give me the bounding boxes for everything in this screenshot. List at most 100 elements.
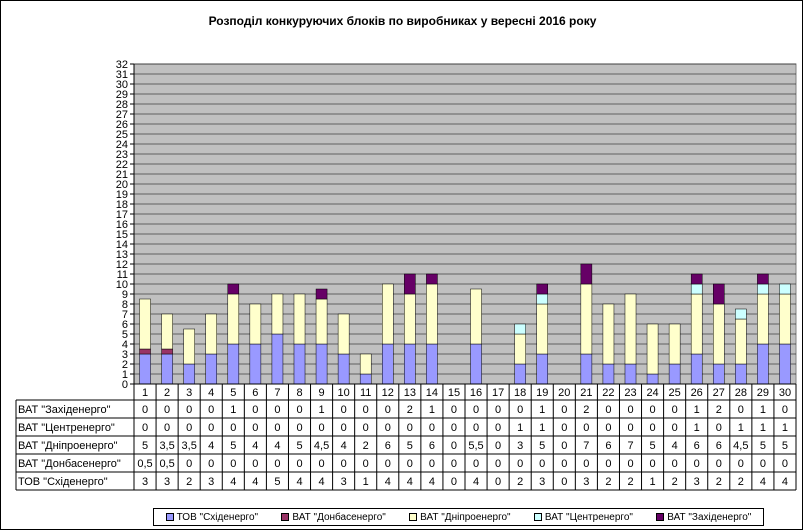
table-cell: 0 — [385, 422, 391, 434]
y-tick-label: 24 — [116, 139, 128, 151]
table-cell: 4 — [296, 476, 302, 488]
legend-swatch — [533, 513, 542, 521]
bar-segment — [536, 293, 549, 305]
table-cell: 4 — [208, 440, 214, 452]
table-cell: 1 — [738, 422, 744, 434]
table-cell: 1 — [782, 422, 788, 434]
bar-segment — [735, 318, 747, 365]
y-tick-label: 21 — [116, 169, 128, 181]
table-cell: 0 — [186, 404, 192, 416]
table-cell: 0 — [208, 404, 214, 416]
bar-segment — [315, 298, 328, 345]
table-cell: 0 — [561, 458, 567, 470]
table-cell: 0 — [252, 458, 258, 470]
legend-label: ВАТ "Центренерго" — [544, 511, 633, 523]
x-tick-label: 30 — [779, 387, 791, 399]
bar-segment — [668, 323, 681, 365]
table-cell: 0 — [296, 422, 302, 434]
table-cell: 0 — [473, 422, 479, 434]
table-cell: 3,5 — [182, 440, 197, 452]
bar-segment — [514, 363, 526, 385]
table-cell: 0 — [561, 422, 567, 434]
x-tick-label: 13 — [404, 387, 416, 399]
table-cell: 4 — [407, 476, 413, 488]
bar-segment — [757, 273, 769, 285]
x-tick-label: 8 — [296, 387, 302, 399]
table-cell: 0 — [363, 404, 369, 416]
table-cell: 2 — [716, 404, 722, 416]
bar-segment — [404, 273, 416, 295]
table-cell: 0 — [274, 422, 280, 434]
table-cell: 6 — [429, 440, 435, 452]
x-tick-label: 5 — [230, 387, 236, 399]
bar-segment — [602, 363, 615, 385]
table-cell: 1 — [760, 404, 766, 416]
bar-segment — [337, 313, 350, 355]
table-cell: 3 — [517, 440, 523, 452]
bar-segment — [536, 283, 549, 295]
x-tick-label: 1 — [142, 387, 148, 399]
bar-segment — [426, 273, 438, 285]
table-cell: 0 — [694, 458, 700, 470]
table-cell: 0 — [363, 458, 369, 470]
bar-segment — [757, 293, 769, 345]
bar-segment — [139, 353, 151, 385]
table-cell: 0 — [252, 404, 258, 416]
table-cell: 4 — [760, 476, 766, 488]
table-cell: 0,5 — [137, 458, 152, 470]
table-cell: 3 — [142, 476, 148, 488]
bar-segment — [337, 353, 350, 385]
y-tick-label: 9 — [122, 289, 128, 301]
y-tick-label: 12 — [116, 259, 128, 271]
table-cell: 0 — [650, 458, 656, 470]
bar-segment — [514, 333, 526, 365]
bar-segment — [713, 283, 725, 305]
table-cell: 0 — [142, 422, 148, 434]
bar-segment — [315, 288, 328, 300]
x-tick-label: 19 — [536, 387, 548, 399]
table-cell: 1 — [230, 404, 236, 416]
table-cell: 0 — [296, 404, 302, 416]
x-tick-label: 23 — [624, 387, 636, 399]
bar-segment — [646, 373, 659, 385]
bar-segment — [227, 343, 240, 385]
table-cell: 0 — [385, 404, 391, 416]
bar-segment — [359, 353, 372, 375]
bar-segment — [271, 333, 284, 385]
chart-title: Розподіл конкуруючих блоків по виробника… — [208, 14, 597, 28]
y-tick-label: 6 — [122, 319, 128, 331]
bar-segment — [404, 343, 416, 385]
bar-segment — [779, 343, 791, 385]
table-cell: 0 — [517, 458, 523, 470]
y-tick-label: 28 — [116, 99, 128, 111]
table-cell: 7 — [583, 440, 589, 452]
chart-legend: ТОВ "Східенерго" ВАТ "Донбасенерго" ВАТ "Д… — [153, 508, 764, 526]
x-tick-label: 22 — [602, 387, 614, 399]
y-tick-label: 7 — [122, 309, 128, 321]
y-tick-label: 27 — [116, 109, 128, 121]
bar-segment — [580, 353, 593, 385]
table-cell: 2 — [517, 476, 523, 488]
table-cell: 5 — [296, 440, 302, 452]
y-tick-label: 1 — [122, 369, 128, 381]
x-tick-label: 10 — [338, 387, 350, 399]
table-cell: 6 — [716, 440, 722, 452]
table-cell: 0 — [672, 404, 678, 416]
table-cell: 0 — [650, 404, 656, 416]
bar-segment — [271, 293, 284, 335]
table-cell: 0 — [561, 440, 567, 452]
table-cell: 0 — [672, 422, 678, 434]
table-cell: 5 — [230, 440, 236, 452]
table-cell: 0 — [561, 404, 567, 416]
bar-segment — [668, 363, 681, 385]
table-cell: 0 — [429, 422, 435, 434]
y-tick-label: 19 — [116, 189, 128, 201]
table-cell: 4 — [252, 440, 258, 452]
table-cell: 5 — [650, 440, 656, 452]
bar-segment — [757, 343, 769, 385]
table-cell: 4 — [230, 476, 236, 488]
table-cell: 1 — [539, 404, 545, 416]
legend-swatch — [656, 513, 665, 521]
table-cell: 4,5 — [733, 440, 748, 452]
y-tick-label: 32 — [116, 59, 128, 71]
